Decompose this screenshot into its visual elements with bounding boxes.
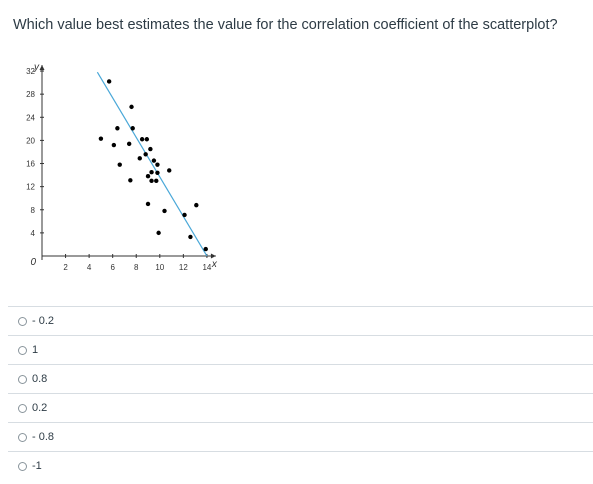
option-label: - 0.2 <box>32 315 55 327</box>
x-tick-label: 10 <box>155 263 164 272</box>
y-axis-label: y <box>33 62 40 73</box>
data-point <box>148 146 153 152</box>
data-point <box>128 178 133 183</box>
data-point <box>144 137 150 142</box>
data-point <box>106 79 112 84</box>
option-3[interactable]: 0.8 <box>8 364 593 393</box>
y-tick-label: 28 <box>26 90 35 99</box>
option-label: -1 <box>32 460 42 472</box>
question-text: Which value best estimates the value for… <box>13 17 558 33</box>
y-tick-label: 16 <box>26 160 35 169</box>
x-tick-label: 4 <box>87 263 92 272</box>
data-point <box>115 126 120 131</box>
option-label: 1 <box>32 344 39 356</box>
option-label: - 0.8 <box>32 431 55 443</box>
trend-line <box>96 71 208 257</box>
radio-button[interactable] <box>18 403 27 413</box>
data-point <box>155 170 160 175</box>
option-2[interactable]: 1 <box>8 335 593 364</box>
answer-options: - 0.2 1 0.8 0.2 - 0.8 -1 <box>8 306 593 480</box>
x-axis-label: x <box>211 259 218 270</box>
data-point <box>111 142 117 148</box>
data-point <box>155 162 160 167</box>
radio-button[interactable] <box>18 432 27 442</box>
radio-button[interactable] <box>18 345 27 355</box>
data-point <box>139 137 145 142</box>
data-point <box>137 156 142 161</box>
option-5[interactable]: - 0.8 <box>8 422 593 451</box>
y-tick-label: 4 <box>31 229 36 238</box>
y-tick-label: 12 <box>26 183 35 192</box>
option-label: 0.8 <box>32 373 48 385</box>
data-point <box>194 202 199 208</box>
data-point <box>154 178 159 184</box>
option-1[interactable]: - 0.2 <box>8 306 593 335</box>
data-point <box>98 136 104 141</box>
data-point <box>143 152 148 157</box>
x-axis-arrow <box>210 253 216 259</box>
origin-label: 0 <box>30 257 36 268</box>
radio-button[interactable] <box>18 461 27 471</box>
data-point <box>151 158 157 163</box>
data-point <box>126 141 132 147</box>
y-tick-label: 24 <box>26 113 35 122</box>
data-point <box>145 201 151 207</box>
data-point <box>149 169 154 175</box>
y-axis-arrow <box>39 65 45 71</box>
radio-button[interactable] <box>18 316 27 326</box>
data-point <box>156 230 161 236</box>
option-6[interactable]: -1 <box>8 451 593 480</box>
data-point <box>188 234 193 240</box>
x-tick-label: 8 <box>134 263 139 272</box>
y-tick-label: 32 <box>26 67 35 76</box>
x-tick-label: 12 <box>179 263 188 272</box>
x-tick-label: 14 <box>202 263 211 272</box>
data-point <box>203 246 208 252</box>
data-point <box>145 174 151 179</box>
option-label: 0.2 <box>32 402 48 414</box>
x-tick-label: 6 <box>110 263 115 272</box>
data-point <box>149 178 154 184</box>
data-point <box>130 126 135 131</box>
data-point <box>167 168 172 173</box>
data-point <box>182 212 187 218</box>
data-point <box>162 208 167 214</box>
option-4[interactable]: 0.2 <box>8 393 593 422</box>
data-point <box>129 104 134 110</box>
y-tick-label: 8 <box>31 206 36 215</box>
data-point <box>117 162 122 167</box>
radio-button[interactable] <box>18 374 27 384</box>
x-tick-label: 2 <box>63 263 68 272</box>
y-tick-label: 20 <box>26 136 35 145</box>
